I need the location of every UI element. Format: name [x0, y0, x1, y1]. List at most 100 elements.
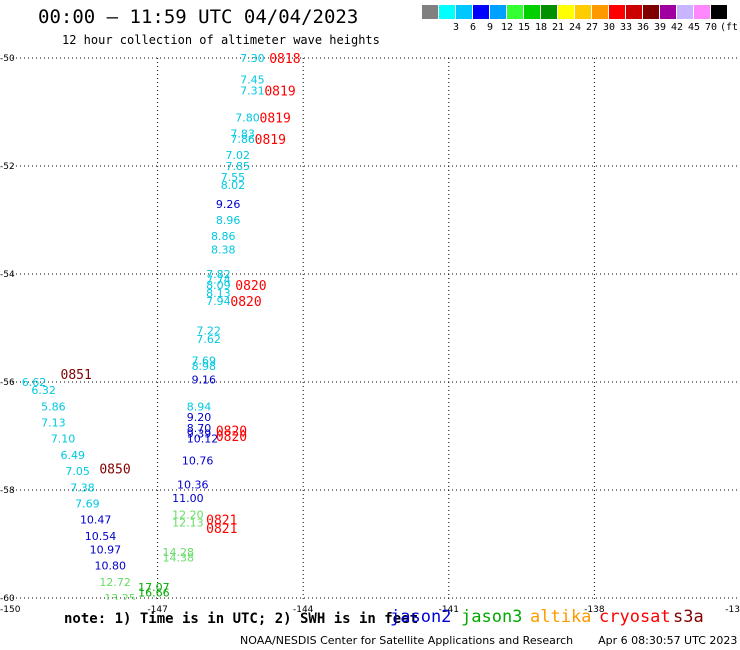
wave-height-value: 14.38	[162, 552, 194, 565]
wave-height-value: 13.25	[104, 592, 136, 605]
legend-swatch	[643, 5, 659, 19]
wave-height-value: 7.83	[230, 128, 255, 141]
legend-label: 15	[517, 22, 531, 33]
wave-height-value: 7.86	[230, 133, 255, 146]
legend-swatch	[558, 5, 574, 19]
legend-swatch	[422, 5, 438, 19]
wave-height-value: 8.86	[211, 230, 236, 243]
lat-tick-label: -52	[0, 162, 15, 172]
wave-height-value: 12.72	[99, 576, 131, 589]
wave-height-value: 10.36	[177, 479, 209, 492]
lon-tick-label: -138	[584, 605, 605, 615]
pass-time-label: 0818	[269, 52, 300, 67]
lon-tick-label: -150	[0, 605, 21, 615]
legend-swatch	[439, 5, 455, 19]
legend-swatch	[490, 5, 506, 19]
wave-height-value: 6.32	[31, 384, 56, 397]
legend-swatch	[592, 5, 608, 19]
observation-layer: 7.30 7.457.31 7.80 7.837.86 7.027.857.558.02…	[22, 52, 301, 605]
lat-tick-label: -58	[0, 486, 15, 496]
lat-tick-label: -54	[0, 270, 15, 280]
wave-height-value: 5.86	[41, 400, 65, 413]
pass-time-label: 0819	[260, 111, 291, 126]
pass-time-label: 0851	[61, 368, 92, 383]
legend-label: 30	[602, 22, 616, 33]
legend-label: 3	[452, 22, 460, 33]
wave-height-value: 10.54	[85, 530, 117, 543]
wave-height-value: 7.80	[235, 111, 260, 124]
wave-height-value: 7.62	[196, 333, 221, 346]
satellite-altika: altika	[530, 607, 592, 627]
wave-height-value: 14.28	[162, 546, 194, 559]
lat-tick-label: -56	[0, 378, 15, 388]
pass-time-label: 0820	[216, 425, 247, 440]
satellite-cryosat: cryosat	[599, 607, 671, 627]
wave-height-value: 11.00	[172, 492, 204, 505]
legend-swatch	[609, 5, 625, 19]
wave-height-value: 7.94	[206, 295, 231, 308]
credit-text: NOAA/NESDIS Center for Satellite Applica…	[240, 634, 574, 647]
wave-height-value: 6.49	[61, 449, 86, 462]
legend-swatch	[524, 5, 540, 19]
wave-height-value: 9.16	[192, 373, 217, 386]
wave-height-value: 7.69	[75, 498, 100, 511]
wave-height-value: 10.97	[90, 543, 122, 556]
legend-label: 12	[500, 22, 514, 33]
wave-height-value: 10.76	[182, 454, 214, 467]
footer-note: note: 1) Time is in UTC; 2) SWH is in fe…	[64, 611, 419, 627]
wave-height-value: 8.13	[206, 287, 231, 300]
wave-height-value: 9.26	[216, 198, 241, 211]
wave-height-value: 7.02	[226, 149, 251, 162]
legend-label: 70	[704, 22, 718, 33]
wave-height-value: 8.09	[206, 279, 231, 292]
legend-swatch	[694, 5, 710, 19]
legend-label: 33	[619, 22, 633, 33]
pass-time-label: 0820	[235, 279, 266, 294]
legend-label: 27	[585, 22, 599, 33]
credit-timestamp: Apr 6 08:30:57 UTC 2023	[598, 634, 738, 647]
wave-height-value: 8.96	[216, 214, 241, 227]
legend-label: 36	[636, 22, 650, 33]
wave-height-value: 8.38	[211, 244, 236, 257]
wave-height-value: 7.85	[226, 160, 251, 173]
legend-swatch	[473, 5, 489, 19]
legend-swatch	[507, 5, 523, 19]
wave-height-value: 7.55	[221, 171, 246, 184]
wave-height-value: 7.38	[70, 481, 95, 494]
satellite-s3a: s3a	[673, 607, 704, 627]
wave-height-value: 12.20	[172, 508, 204, 521]
wave-height-value: 10.47	[80, 514, 112, 527]
legend-swatch	[456, 5, 472, 19]
lon-tick-label: -144	[293, 605, 314, 615]
wave-height-value: 12.13	[172, 516, 204, 529]
pass-time-label: 0819	[255, 133, 286, 148]
wave-height-value: 7.22	[196, 325, 221, 338]
pass-time-label: 0819	[264, 84, 295, 99]
pass-time-label: 0820	[216, 430, 247, 445]
page-subtitle: 12 hour collection of altimeter wave hei…	[62, 33, 380, 47]
legend-swatch	[711, 5, 727, 19]
legend-unit: (ft)	[720, 22, 740, 33]
legend-swatch	[541, 5, 557, 19]
wave-height-value: 9.39	[187, 427, 212, 440]
lon-tick-label: -141	[439, 605, 459, 615]
lat-tick-label: -50	[0, 54, 15, 64]
legend-label: 42	[670, 22, 684, 33]
wave-height-value: 7.05	[65, 465, 90, 478]
wave-height-value: 10.80	[95, 560, 127, 573]
satellite-jason3: jason3	[461, 607, 523, 627]
footer-credit: NOAA/NESDIS Center for Satellite Applica…	[240, 634, 737, 647]
lat-tick-label: -60	[0, 594, 15, 604]
pass-time-label: 0820	[230, 295, 261, 310]
legend-label: 18	[534, 22, 548, 33]
pass-time-label: 0850	[99, 462, 130, 477]
wave-height-value: 16.66	[138, 587, 170, 600]
wave-height-value: 7.30	[240, 52, 265, 65]
wave-height-value: 17.07	[138, 581, 170, 594]
lon-tick-label: -147	[147, 605, 167, 615]
wave-height-value: 7.13	[41, 417, 65, 430]
wave-height-value: 6.62	[22, 376, 46, 389]
pass-time-label: 0821	[206, 522, 237, 537]
wave-height-value: 7.45	[240, 74, 265, 87]
